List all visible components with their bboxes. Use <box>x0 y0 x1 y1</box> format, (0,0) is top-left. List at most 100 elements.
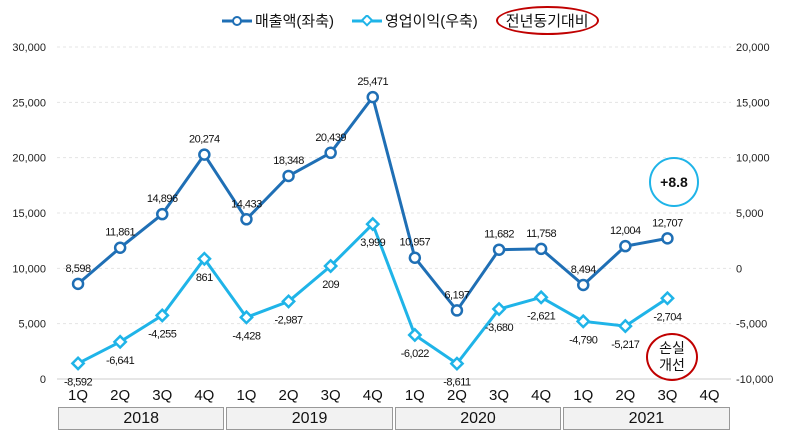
profit-point <box>323 258 339 274</box>
revenue-point <box>492 243 506 256</box>
profit-label: -2,704 <box>653 311 682 323</box>
profit-label: -4,255 <box>148 328 177 340</box>
x-tick-label: 1Q <box>236 387 256 404</box>
x-tick-label: 3Q <box>657 387 677 404</box>
x-tick-label: 3Q <box>152 387 172 404</box>
revenue-point <box>156 207 169 221</box>
revenue-label: 11,682 <box>484 229 514 241</box>
x-tick-label: 3Q <box>489 387 509 404</box>
revenue-point <box>450 304 464 317</box>
year-label: 2019 <box>226 407 393 430</box>
profit-point <box>112 334 128 350</box>
year-label: 2021 <box>563 407 730 430</box>
revenue-label: 11,861 <box>105 227 135 239</box>
profit-label: -6,022 <box>401 348 430 360</box>
right-tick-label: 5,000 <box>736 208 764 220</box>
legend: 매출액(좌축) 영업이익(우축) 전년동기대비 <box>222 6 599 35</box>
x-tick-label: 1Q <box>68 387 88 404</box>
x-tick-label: 4Q <box>700 387 720 404</box>
profit-label: -3,680 <box>485 322 514 334</box>
loss-annotation-line1: 손실 <box>659 340 685 356</box>
profit-point <box>575 313 591 329</box>
x-tick-label: 4Q <box>363 387 383 404</box>
revenue-point <box>408 251 422 264</box>
legend-profit-marker-icon <box>352 14 382 27</box>
revenue-point <box>71 277 85 291</box>
left-tick-label: 5,000 <box>18 319 46 331</box>
profit-point <box>365 216 381 232</box>
profit-point <box>491 301 507 317</box>
revenue-point <box>366 90 379 104</box>
profit-point <box>407 327 423 343</box>
legend-revenue: 매출액(좌축) <box>222 10 334 31</box>
profit-point <box>281 293 296 309</box>
x-tick-label: 2Q <box>615 387 635 404</box>
growth-annotation: +8.8 <box>649 157 699 207</box>
loss-annotation-line2: 개선 <box>659 357 685 373</box>
revenue-label: 6,197 <box>444 289 469 301</box>
revenue-label: 10,957 <box>400 237 431 249</box>
legend-yoy: 전년동기대비 <box>495 6 599 35</box>
revenue-point <box>619 239 632 253</box>
revenue-point <box>113 241 127 254</box>
right-tick-label: -10,000 <box>736 374 773 386</box>
right-tick-label: 15,000 <box>736 97 770 109</box>
year-label: 2020 <box>394 407 562 430</box>
right-tick-label: -5,000 <box>736 319 767 331</box>
profit-point <box>449 356 465 372</box>
profit-point <box>196 251 212 267</box>
revenue-point <box>661 232 674 245</box>
legend-revenue-label: 매출액(좌축) <box>255 13 334 30</box>
left-tick-label: 20,000 <box>12 153 46 165</box>
x-tick-label: 2Q <box>447 387 467 404</box>
left-tick-label: 30,000 <box>12 42 46 54</box>
revenue-point <box>198 148 211 161</box>
profit-label: -8,611 <box>443 377 471 389</box>
right-tick-label: 0 <box>736 263 742 275</box>
profit-label: 209 <box>322 279 339 291</box>
profit-label: -4,790 <box>569 334 598 346</box>
profit-point <box>154 307 170 323</box>
revenue-label: 20,439 <box>315 132 346 144</box>
profit-label: 861 <box>196 272 213 284</box>
revenue-label: 20,274 <box>189 134 220 146</box>
profit-point <box>239 309 254 325</box>
revenue-point <box>577 278 590 292</box>
revenue-label: 8,598 <box>66 263 91 275</box>
left-tick-label: 0 <box>40 374 46 386</box>
profit-label: -2,621 <box>527 310 556 322</box>
profit-label: -4,428 <box>232 330 261 342</box>
revenue-label: 12,004 <box>610 225 641 237</box>
profit-point <box>533 289 549 305</box>
left-tick-label: 25,000 <box>12 97 46 109</box>
revenue-point <box>324 146 337 160</box>
loss-annotation: 손실 개선 <box>646 333 698 381</box>
right-tick-label: 10,000 <box>736 153 770 165</box>
x-tick-label: 3Q <box>321 387 341 404</box>
profit-label: -2,987 <box>274 314 303 326</box>
profit-label: 3,999 <box>360 237 385 249</box>
revenue-label: 14,433 <box>231 198 262 210</box>
revenue-label: 8,494 <box>571 264 596 276</box>
legend-profit: 영업이익(우축) <box>352 10 478 31</box>
x-tick-label: 2Q <box>110 387 130 404</box>
profit-label: -5,217 <box>611 339 640 351</box>
left-tick-label: 15,000 <box>12 208 46 220</box>
revenue-point <box>534 242 548 256</box>
left-tick-label: 10,000 <box>12 263 46 275</box>
profit-point <box>660 290 675 306</box>
legend-profit-label: 영업이익(우축) <box>385 13 478 30</box>
x-tick-label: 4Q <box>531 387 551 404</box>
profit-label: -8,592 <box>64 376 93 388</box>
revenue-point <box>240 213 253 226</box>
revenue-label: 12,707 <box>652 217 683 229</box>
profit-point <box>617 318 633 334</box>
x-tick-label: 2Q <box>279 387 299 404</box>
x-tick-label: 1Q <box>573 387 593 404</box>
profit-label: -6,641 <box>106 355 135 367</box>
right-tick-label: 20,000 <box>736 42 770 54</box>
year-label: 2018 <box>58 407 225 430</box>
legend-revenue-marker-icon <box>222 15 252 26</box>
